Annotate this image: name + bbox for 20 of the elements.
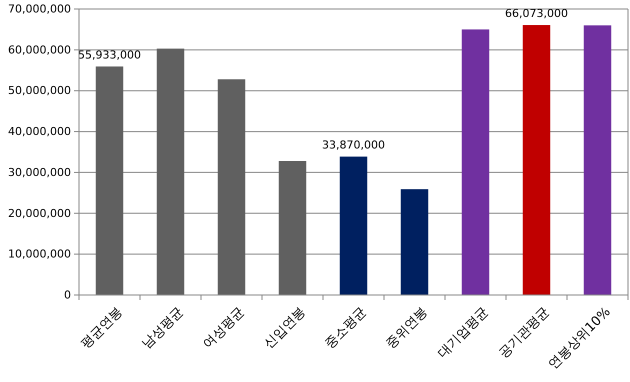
y-tick-label: 60,000,000: [8, 43, 71, 56]
bar: [462, 29, 490, 295]
data-label: 55,933,000: [78, 48, 141, 62]
y-tick-label: 70,000,000: [8, 2, 71, 16]
bar: [584, 25, 612, 295]
bar: [400, 189, 428, 295]
y-tick-label: 30,000,000: [8, 166, 71, 179]
bar: [522, 25, 550, 295]
y-tick-label: 40,000,000: [8, 125, 71, 138]
bar: [278, 160, 306, 295]
bar: [156, 48, 184, 295]
data-label: 33,870,000: [322, 138, 385, 152]
y-tick-label: 10,000,000: [8, 248, 71, 261]
bar: [218, 79, 246, 295]
bar: [340, 156, 368, 295]
bar: [96, 66, 124, 295]
y-tick-label: 20,000,000: [8, 206, 71, 220]
y-tick-label: 0: [64, 288, 71, 302]
data-label: 66,073,000: [505, 7, 568, 20]
y-tick-label: 50,000,000: [8, 84, 71, 98]
